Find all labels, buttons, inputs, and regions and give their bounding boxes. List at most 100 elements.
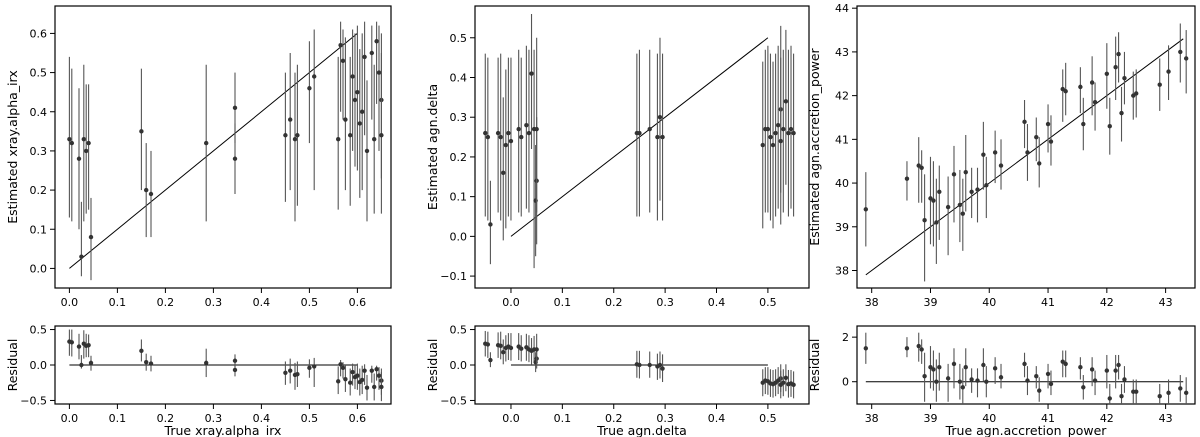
data-point bbox=[945, 204, 951, 210]
data-point bbox=[786, 130, 791, 136]
data-point bbox=[863, 207, 869, 212]
x-tick-label: 39 bbox=[923, 296, 937, 309]
data-point bbox=[788, 126, 794, 132]
data-point bbox=[1092, 99, 1098, 105]
x-axis-label: True agn.accretion_power bbox=[945, 423, 1108, 437]
x-tick-label: 0.3 bbox=[205, 296, 223, 309]
data-point bbox=[232, 105, 238, 111]
data-point bbox=[775, 122, 781, 128]
data-point bbox=[773, 130, 778, 136]
data-point bbox=[348, 133, 353, 138]
x-tick-label: 41 bbox=[1041, 412, 1055, 425]
panel-5: 38 39 40 41 42 43 38 39 40 41 42 43 44 Estimated agn.… bbox=[807, 2, 1196, 309]
y-tick-label: 2 bbox=[842, 331, 849, 344]
data-point bbox=[364, 385, 370, 390]
y-tick-label: 0.5 bbox=[30, 67, 48, 80]
data-point bbox=[88, 360, 94, 366]
x-tick-label: 40 bbox=[982, 296, 996, 309]
x-tick-label: 0.4 bbox=[708, 412, 726, 425]
data-point bbox=[1157, 394, 1162, 399]
data-point bbox=[534, 347, 539, 352]
x-tick-label: 0.6 bbox=[349, 412, 367, 425]
data-point bbox=[295, 372, 300, 377]
data-point bbox=[485, 134, 491, 140]
data-point bbox=[79, 254, 84, 259]
data-point bbox=[1037, 388, 1042, 393]
data-point bbox=[904, 176, 910, 181]
data-point bbox=[781, 380, 786, 385]
x-tick-label: 0.2 bbox=[605, 296, 623, 309]
data-point bbox=[372, 384, 377, 390]
data-point bbox=[1116, 51, 1121, 57]
data-point bbox=[1034, 134, 1039, 140]
data-point bbox=[647, 362, 652, 368]
data-point bbox=[984, 183, 989, 188]
data-point bbox=[144, 187, 149, 193]
data-point bbox=[372, 136, 377, 142]
y-tick-label: 0.4 bbox=[30, 106, 48, 119]
data-point bbox=[369, 368, 374, 373]
plot-frame bbox=[856, 5, 1196, 289]
y-tick-label: 0 bbox=[842, 376, 849, 389]
x-tick-label: 0.3 bbox=[205, 412, 223, 425]
x-tick-label: 0.5 bbox=[759, 412, 777, 425]
data-point bbox=[148, 191, 154, 197]
y-tick-label: −0.5 bbox=[440, 394, 467, 407]
data-point bbox=[348, 380, 353, 385]
y-axis-label: Residual bbox=[425, 339, 440, 392]
plot-frame bbox=[54, 5, 392, 289]
data-point bbox=[957, 202, 963, 208]
data-point bbox=[1063, 89, 1068, 94]
data-point bbox=[992, 366, 998, 371]
data-point bbox=[336, 379, 341, 384]
x-tick-label: 0.4 bbox=[708, 296, 726, 309]
data-point bbox=[922, 218, 927, 223]
data-point bbox=[376, 373, 382, 378]
data-point bbox=[79, 362, 84, 368]
data-point bbox=[1107, 124, 1112, 129]
data-point bbox=[637, 362, 642, 368]
data-point bbox=[1034, 373, 1039, 379]
plot-frame bbox=[474, 5, 810, 289]
x-tick-label: 38 bbox=[865, 412, 879, 425]
data-point bbox=[1089, 367, 1095, 372]
y-tick-label: 40 bbox=[835, 177, 849, 190]
data-point bbox=[1045, 371, 1051, 377]
data-point bbox=[86, 140, 91, 146]
data-point bbox=[963, 365, 968, 370]
data-point bbox=[369, 50, 374, 56]
data-point bbox=[374, 367, 379, 372]
x-tick-label: 0.5 bbox=[759, 296, 777, 309]
data-point bbox=[498, 343, 503, 349]
data-point bbox=[760, 142, 765, 148]
data-point bbox=[1092, 378, 1098, 383]
data-point bbox=[288, 368, 293, 373]
data-point bbox=[508, 345, 514, 351]
y-tick-label: 0.1 bbox=[30, 223, 48, 236]
data-point bbox=[1081, 121, 1086, 127]
data-point bbox=[963, 169, 968, 175]
data-point bbox=[232, 358, 238, 363]
data-point bbox=[1104, 71, 1110, 76]
x-tick-label: 0.6 bbox=[349, 296, 367, 309]
data-point bbox=[1183, 390, 1189, 396]
data-point bbox=[937, 189, 942, 195]
data-point bbox=[360, 377, 365, 383]
data-point bbox=[343, 376, 348, 382]
y-tick-label: 38 bbox=[835, 265, 849, 278]
data-point bbox=[1166, 69, 1171, 74]
data-point bbox=[783, 375, 789, 380]
data-point bbox=[529, 71, 534, 76]
data-point bbox=[67, 136, 72, 142]
data-point bbox=[655, 134, 660, 140]
y-tick-label: 0.5 bbox=[30, 324, 48, 337]
data-point bbox=[934, 220, 939, 225]
data-point bbox=[1037, 161, 1042, 166]
y-tick-label: 0.0 bbox=[450, 230, 468, 243]
x-tick-label: 0.2 bbox=[605, 412, 623, 425]
y-tick-label: 0.0 bbox=[30, 262, 48, 275]
data-point bbox=[81, 136, 87, 142]
data-point bbox=[362, 368, 367, 373]
x-tick-label: 0.0 bbox=[61, 412, 79, 425]
